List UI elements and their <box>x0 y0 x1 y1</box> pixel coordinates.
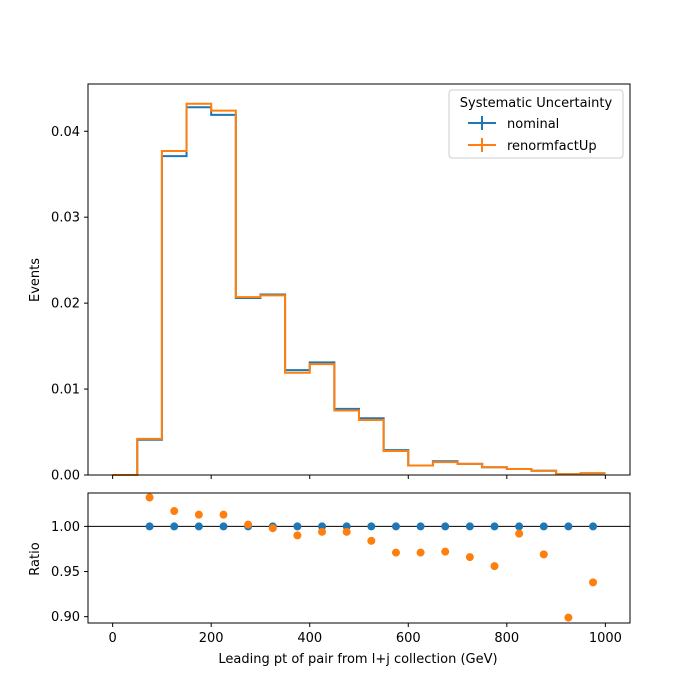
ratio-plot-panel: 0 200 400 600 800 1000 0.90 0.95 1.00 Ratio Lea… <box>28 492 631 667</box>
ratio-point-renormfactup <box>268 524 277 533</box>
legend-label-renormfactup: renormfactUp <box>507 139 597 154</box>
ratio-point-nominal <box>490 522 499 531</box>
ratio-y-tick-label: 0.95 <box>51 565 80 580</box>
ratio-plot-frame <box>87 492 631 624</box>
ratio-x-ticks: 0 200 400 600 800 1000 <box>108 623 622 646</box>
legend-title: Systematic Uncertainty <box>460 96 613 111</box>
x-tick-label: 600 <box>396 631 421 646</box>
ratio-point-nominal <box>194 522 203 531</box>
main-y-tick-label: 0.04 <box>51 125 80 140</box>
ratio-y-tick-label: 1.00 <box>51 520 80 535</box>
ratio-point-nominal <box>367 522 376 531</box>
legend-label-nominal: nominal <box>507 117 559 132</box>
ratio-point-nominal <box>293 522 302 531</box>
x-tick-label: 400 <box>297 631 322 646</box>
ratio-point-renormfactup <box>318 527 327 536</box>
ratio-point-renormfactup <box>293 531 302 540</box>
ratio-point-renormfactup <box>367 536 376 545</box>
legend-box <box>448 89 624 159</box>
legend-entry-renormfactup: renormfactUp <box>468 138 597 154</box>
main-y-tick-label: 0.01 <box>51 383 80 398</box>
legend-entry-nominal: nominal <box>468 116 559 132</box>
legend: Systematic Uncertainty nominal renormfac… <box>448 89 624 159</box>
main-y-tick-label: 0.03 <box>51 211 80 226</box>
main-y-tick-label: 0.02 <box>51 297 80 312</box>
ratio-point-renormfactup <box>490 562 499 571</box>
ratio-series-layer <box>145 493 598 622</box>
ratio-point-renormfactup <box>342 527 351 536</box>
main-plot-frame <box>87 83 631 476</box>
ratio-point-renormfactup <box>515 529 524 538</box>
histogram-step-renormfactup <box>112 102 606 476</box>
ratio-point-renormfactup <box>219 510 228 519</box>
ratio-point-nominal <box>465 522 474 531</box>
ratio-y-axis-label: Ratio <box>28 542 43 575</box>
ratio-y-tick-label: 0.90 <box>51 610 80 625</box>
main-y-ticks: 0.00 0.01 0.02 0.03 0.04 <box>51 125 88 484</box>
ratio-point-renormfactup <box>539 550 548 559</box>
main-x-ticks <box>112 475 606 479</box>
ratio-point-renormfactup <box>416 548 425 557</box>
ratio-point-nominal <box>564 522 573 531</box>
ratio-point-nominal <box>539 522 548 531</box>
ratio-point-renormfactup <box>244 520 253 529</box>
ratio-point-nominal <box>219 522 228 531</box>
x-axis-label: Leading pt of pair from l+j collection (… <box>218 652 497 667</box>
main-y-axis-label: Events <box>28 258 43 302</box>
ratio-point-renormfactup <box>194 510 203 519</box>
main-plot-panel: 0.00 0.01 0.02 0.03 0.04 Events Systematic U… <box>28 83 631 484</box>
ratio-point-renormfactup <box>441 547 450 556</box>
ratio-point-nominal <box>441 522 450 531</box>
ratio-point-renormfactup <box>465 553 474 562</box>
ratio-point-nominal <box>391 522 400 531</box>
ratio-point-renormfactup <box>145 493 154 502</box>
x-tick-label: 200 <box>199 631 224 646</box>
ratio-point-renormfactup <box>391 548 400 557</box>
x-tick-label: 800 <box>494 631 519 646</box>
ratio-point-nominal <box>416 522 425 531</box>
x-tick-label: 0 <box>108 631 116 646</box>
ratio-point-renormfactup <box>589 578 598 587</box>
ratio-point-nominal <box>145 522 154 531</box>
main-y-tick-label: 0.00 <box>51 469 80 484</box>
ratio-point-renormfactup <box>564 613 573 622</box>
ratio-point-nominal <box>589 522 598 531</box>
main-series-layer <box>112 102 606 476</box>
x-tick-label: 1000 <box>589 631 622 646</box>
ratio-point-nominal <box>515 522 524 531</box>
ratio-point-renormfactup <box>170 507 179 516</box>
ratio-point-nominal <box>170 522 179 531</box>
ratio-y-ticks: 0.90 0.95 1.00 <box>51 520 88 625</box>
